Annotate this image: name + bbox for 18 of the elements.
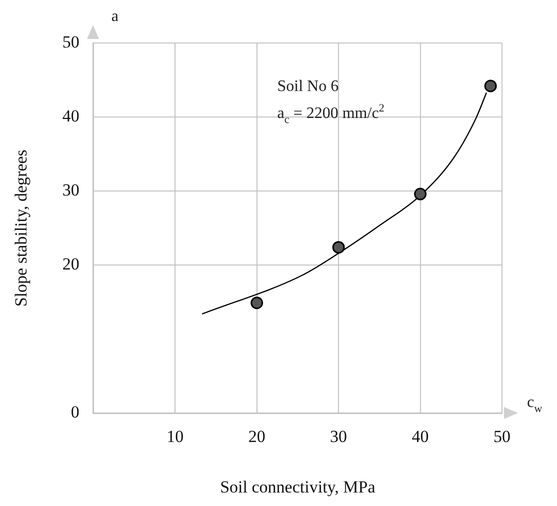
x-tick-label: 10: [166, 426, 184, 446]
point: [250, 296, 264, 310]
x-tick-label: 40: [412, 426, 429, 446]
y-axis-title: Slope stability, degrees: [12, 150, 31, 307]
point: [332, 241, 345, 254]
point: [484, 80, 497, 92]
y-tick-label: 30: [62, 180, 80, 200]
text: a: [111, 8, 119, 25]
x-tick-label: 20: [248, 426, 266, 446]
y-tick-label: 20: [62, 254, 80, 274]
y-tick-label: 50: [62, 32, 80, 52]
x-tick-label: 50: [494, 426, 510, 446]
x-axis-title: Soil connectivity, MPa: [220, 477, 376, 496]
point: [414, 188, 427, 200]
x-tick-label: 30: [330, 426, 348, 446]
annotation: Soil No 6: [277, 78, 339, 95]
y-tick-label: 40: [62, 106, 80, 126]
y-tick-label: 0: [70, 402, 80, 422]
